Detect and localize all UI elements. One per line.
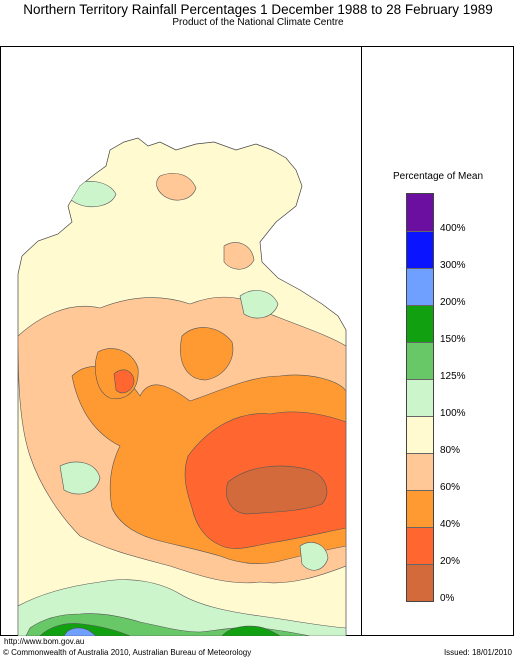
legend-label: 125% [440, 371, 466, 382]
legend-label: 20% [440, 556, 461, 567]
zone-100-125-southeast [299, 542, 329, 571]
zone-100-125-west [59, 461, 101, 495]
legend-swatch [407, 194, 433, 231]
legend-swatch [407, 416, 433, 453]
zone-60-80-east [223, 242, 255, 270]
legend-swatch [407, 342, 433, 379]
zone-40-60-north [180, 327, 234, 381]
legend-swatch [407, 231, 433, 268]
legend-label: 40% [440, 519, 461, 530]
legend-label: 300% [440, 260, 466, 271]
zone-200-300 [63, 627, 97, 636]
map-subtitle: Product of the National Climate Centre [172, 17, 344, 28]
source-url[interactable]: http://www.bom.gov.au [4, 637, 85, 646]
rainfall-map [17, 137, 347, 636]
legend-label: 80% [440, 445, 461, 456]
zone-150-200-east [221, 625, 281, 636]
zone-100-125-east [239, 290, 279, 319]
zone-60-80-ne [156, 173, 197, 201]
legend-label: 100% [440, 408, 466, 419]
map-title: Northern Territory Rainfall Percentages … [23, 2, 493, 17]
map-panel [0, 46, 362, 636]
legend-label: 400% [440, 223, 466, 234]
legend-colorbar [406, 193, 434, 602]
legend-swatch [407, 305, 433, 342]
legend-label: 200% [440, 297, 466, 308]
legend-label: 150% [440, 334, 466, 345]
legend-swatch [407, 453, 433, 490]
legend-swatch [407, 490, 433, 527]
legend-swatch [407, 379, 433, 416]
legend-swatch [407, 527, 433, 564]
copyright-text: © Commonwealth of Australia 2010, Austra… [3, 648, 252, 657]
zone-20-40-west [113, 369, 135, 394]
legend-swatch [407, 564, 433, 601]
legend-title: Percentage of Mean [392, 171, 484, 182]
legend-label: 0% [440, 593, 455, 604]
issued-date: Issued: 18/01/2010 [443, 648, 512, 657]
zone-below-20 [226, 465, 328, 515]
legend-swatch [407, 268, 433, 305]
legend-label: 60% [440, 482, 461, 493]
